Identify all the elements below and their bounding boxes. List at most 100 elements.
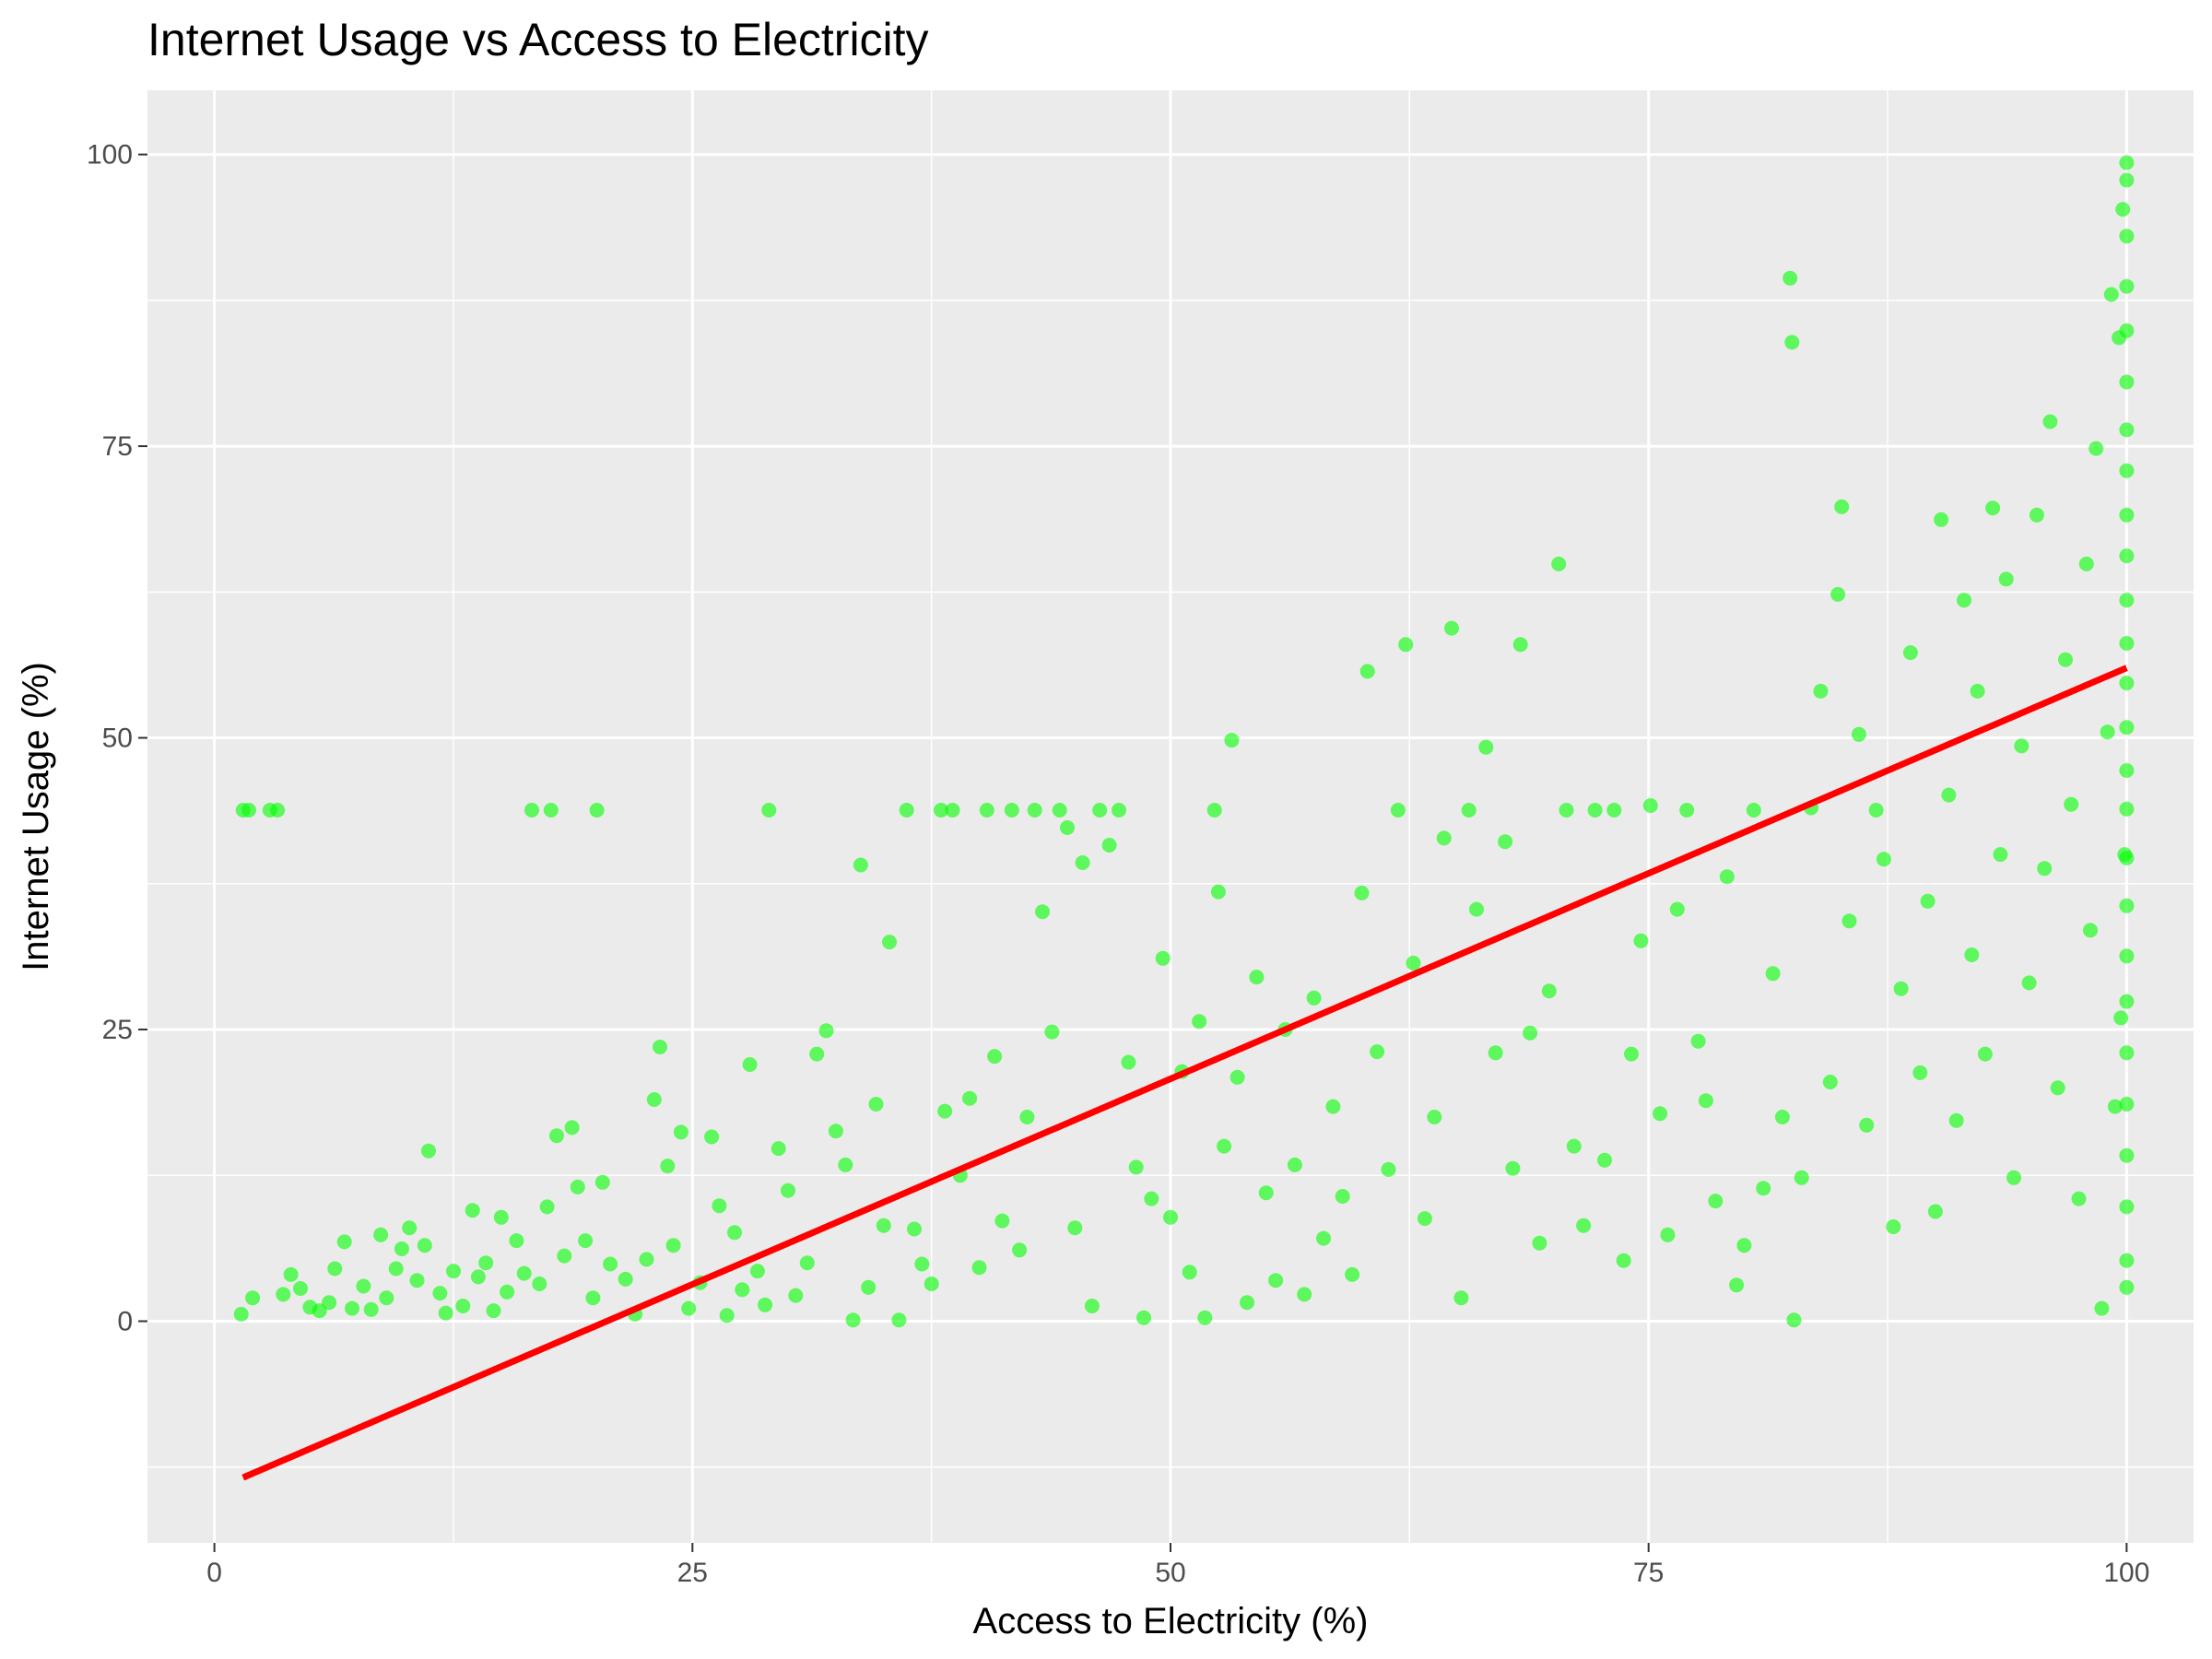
data-point bbox=[1144, 1191, 1159, 1206]
data-point bbox=[2119, 1097, 2135, 1112]
data-point bbox=[2119, 763, 2135, 778]
data-point bbox=[1813, 683, 1829, 699]
data-point bbox=[465, 1203, 480, 1218]
data-point bbox=[1128, 1159, 1144, 1175]
data-point bbox=[2119, 229, 2135, 244]
data-point bbox=[639, 1252, 654, 1267]
data-point bbox=[2119, 720, 2135, 735]
data-point bbox=[2119, 676, 2135, 691]
data-point bbox=[1345, 1266, 1360, 1282]
data-point bbox=[2119, 850, 2135, 865]
data-point bbox=[1268, 1273, 1284, 1288]
data-point bbox=[570, 1179, 585, 1194]
x-axis-ticks: 0 25 50 75 100 bbox=[206, 1543, 2149, 1588]
data-point bbox=[493, 1209, 509, 1225]
data-point bbox=[2103, 287, 2119, 302]
data-point bbox=[1851, 726, 1866, 742]
data-point bbox=[2119, 155, 2135, 171]
data-point bbox=[438, 1305, 453, 1321]
data-point bbox=[1868, 803, 1884, 818]
data-point bbox=[1427, 1110, 1442, 1124]
data-point bbox=[539, 1199, 555, 1215]
data-point bbox=[1729, 1277, 1745, 1293]
data-point bbox=[603, 1256, 618, 1272]
data-point bbox=[1012, 1242, 1028, 1258]
data-point bbox=[727, 1225, 742, 1241]
data-point bbox=[1287, 1157, 1302, 1172]
data-point bbox=[2119, 593, 2135, 608]
data-point bbox=[853, 857, 868, 873]
data-point bbox=[402, 1220, 418, 1236]
data-point bbox=[761, 803, 777, 818]
data-point bbox=[2119, 636, 2135, 651]
data-point bbox=[924, 1277, 939, 1291]
data-point bbox=[516, 1265, 532, 1281]
data-point bbox=[564, 1120, 580, 1135]
data-point bbox=[1163, 1209, 1178, 1225]
data-point bbox=[2058, 652, 2073, 667]
data-point bbox=[1784, 335, 1800, 350]
data-point bbox=[270, 803, 286, 818]
data-point bbox=[312, 1303, 327, 1319]
data-point bbox=[446, 1264, 461, 1279]
data-point bbox=[2119, 172, 2135, 188]
data-point bbox=[1532, 1235, 1547, 1251]
data-point bbox=[2119, 948, 2135, 964]
data-point bbox=[2071, 1191, 2087, 1206]
data-point bbox=[327, 1261, 343, 1277]
data-point bbox=[276, 1287, 291, 1302]
data-point bbox=[1616, 1253, 1631, 1268]
data-point bbox=[749, 1264, 765, 1279]
data-point bbox=[1653, 1106, 1668, 1122]
data-point bbox=[1698, 1093, 1713, 1109]
data-point bbox=[345, 1300, 359, 1316]
data-point bbox=[660, 1159, 676, 1174]
data-point bbox=[2119, 422, 2135, 438]
data-point bbox=[1957, 593, 1971, 608]
data-point bbox=[245, 1290, 261, 1306]
data-point bbox=[549, 1128, 564, 1144]
data-point bbox=[618, 1271, 633, 1287]
data-point bbox=[1406, 955, 1421, 971]
data-point bbox=[1112, 803, 1126, 818]
data-point bbox=[409, 1273, 425, 1288]
data-point bbox=[2006, 1170, 2021, 1185]
data-point bbox=[432, 1286, 448, 1301]
data-point bbox=[788, 1288, 804, 1303]
data-point bbox=[1679, 803, 1695, 818]
data-point bbox=[799, 1255, 815, 1271]
trend-line bbox=[241, 665, 2128, 1481]
x-axis-title: Access to Electricity (%) bbox=[973, 1601, 1369, 1641]
data-point bbox=[1354, 885, 1370, 900]
y-tick-label: 0 bbox=[117, 1306, 133, 1336]
data-point bbox=[2042, 414, 2058, 429]
data-point bbox=[1297, 1287, 1312, 1302]
chart-title: Internet Usage vs Access to Electricity bbox=[147, 14, 929, 65]
data-point bbox=[1998, 571, 2014, 587]
data-point bbox=[1985, 500, 2001, 516]
data-point bbox=[578, 1233, 594, 1249]
data-point bbox=[1249, 970, 1265, 985]
data-point bbox=[2119, 898, 2135, 913]
data-point bbox=[1359, 664, 1375, 679]
data-point bbox=[673, 1124, 688, 1140]
data-point bbox=[322, 1295, 337, 1311]
data-point bbox=[455, 1299, 471, 1313]
data-point bbox=[646, 1092, 662, 1107]
data-point bbox=[758, 1297, 773, 1312]
data-point bbox=[1316, 1230, 1331, 1246]
data-point bbox=[2083, 923, 2098, 938]
data-point bbox=[2119, 1253, 2135, 1268]
data-point bbox=[1084, 1299, 1100, 1313]
data-point bbox=[1155, 950, 1171, 966]
data-point bbox=[1192, 1014, 1207, 1030]
data-point bbox=[2119, 278, 2135, 294]
data-point bbox=[1587, 803, 1603, 818]
data-point bbox=[1210, 884, 1226, 900]
data-point bbox=[1505, 1160, 1521, 1176]
data-point bbox=[971, 1260, 987, 1276]
data-point bbox=[2029, 507, 2044, 523]
data-point bbox=[2119, 994, 2135, 1009]
data-point bbox=[1977, 1046, 1993, 1062]
data-point bbox=[1019, 1110, 1035, 1124]
